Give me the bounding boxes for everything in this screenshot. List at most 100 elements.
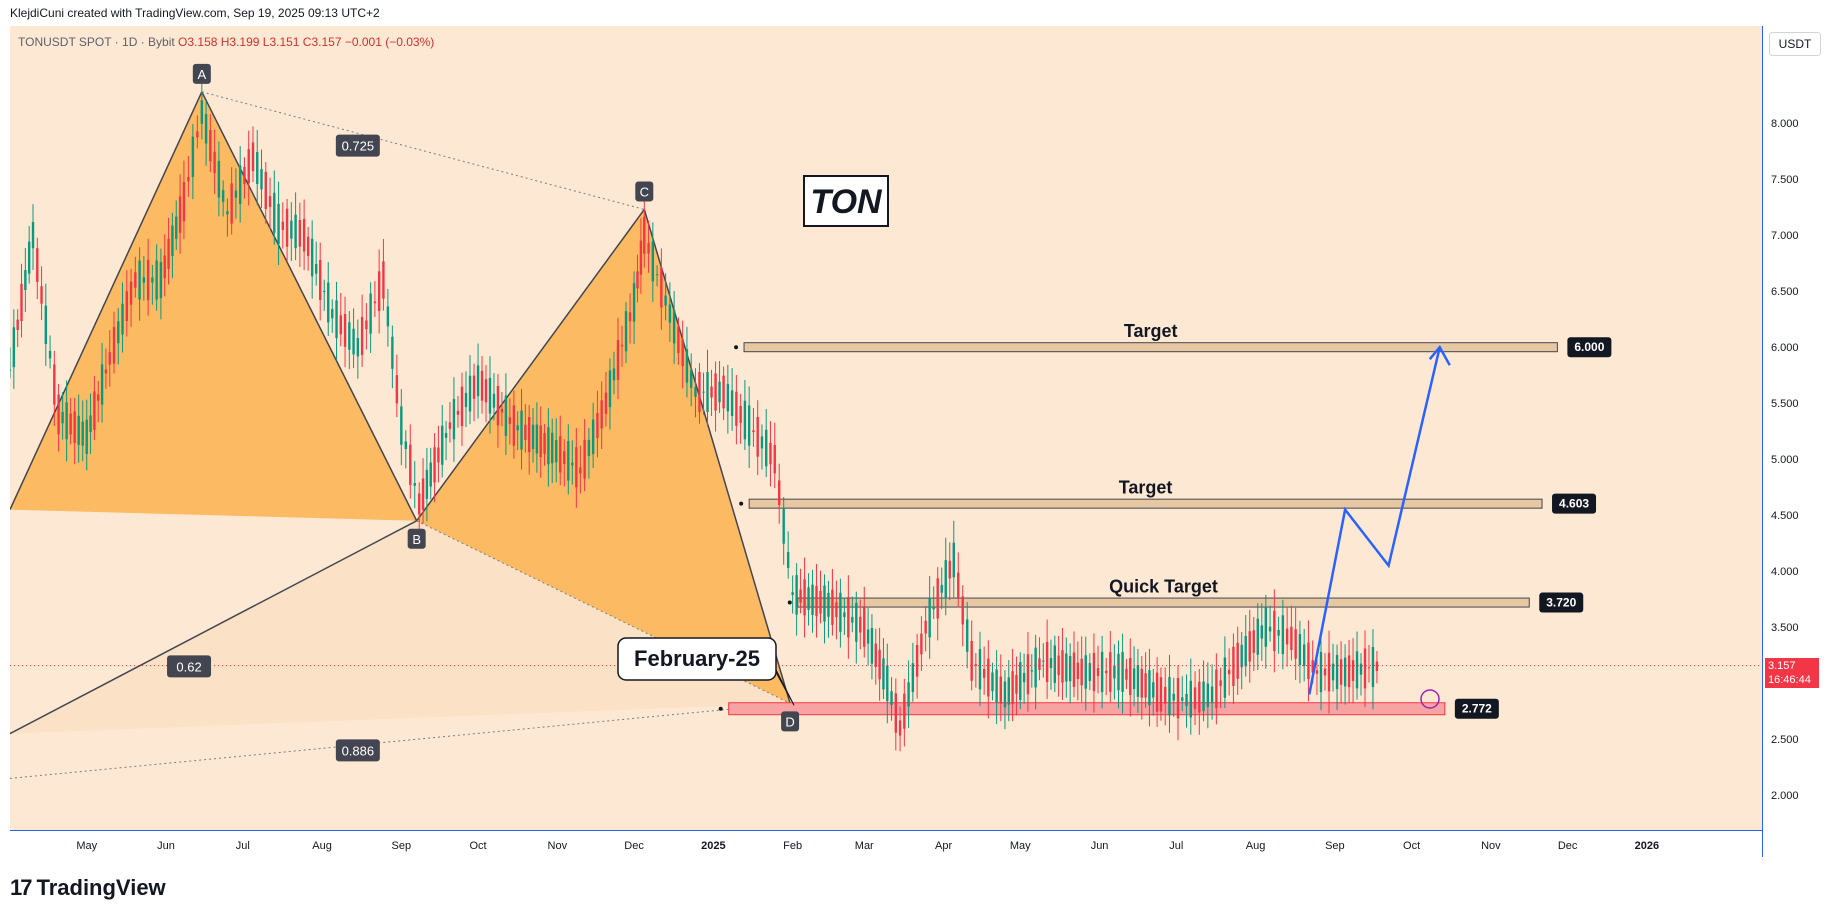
candle-body: [117, 321, 120, 344]
level-tag-1: 4.603: [1559, 497, 1589, 511]
point-label-A: A: [197, 67, 206, 82]
candle-body: [855, 602, 858, 642]
candle-body: [647, 242, 650, 254]
candle-body: [504, 395, 508, 436]
candle-body: [243, 166, 246, 184]
candle-body: [12, 327, 16, 368]
candle-body: [437, 447, 440, 463]
candle-body: [468, 375, 472, 412]
candle-body: [1007, 677, 1010, 705]
tradingview-footer[interactable]: 17 TradingView: [10, 870, 166, 906]
candle-body: [217, 160, 221, 198]
currency-button[interactable]: USDT: [1769, 32, 1821, 56]
price-tick-7: 5.500: [1771, 398, 1799, 410]
time-axis[interactable]: May Jun Jul Aug Sep Oct Nov Dec 2025 Feb Mar Apr May…: [10, 830, 1762, 858]
candle-body: [77, 415, 80, 445]
candle-body: [866, 629, 870, 644]
candle-body: [44, 305, 48, 344]
level-tag-bg-2: [1539, 592, 1584, 613]
candle-body: [760, 436, 764, 449]
candle-body: [331, 308, 334, 319]
candle-body: [360, 317, 364, 355]
candle-body: [752, 430, 755, 433]
price-axis[interactable]: 2.0002.5003.0003.5004.0004.5005.0005.500…: [1762, 26, 1835, 857]
price-tick-3: 3.500: [1771, 622, 1799, 634]
candle-body: [936, 578, 939, 619]
candle-body: [1172, 693, 1175, 701]
time-tick-2: Jul: [236, 840, 250, 852]
candle-body: [209, 129, 212, 162]
candle-body: [69, 413, 72, 435]
candle-body: [1152, 682, 1155, 698]
time-tick-9: Feb: [783, 840, 802, 852]
candle-body: [452, 399, 456, 440]
candle-body: [1327, 652, 1331, 692]
candle-body: [1290, 626, 1293, 651]
candle-body: [608, 370, 612, 408]
candle-body: [1298, 634, 1302, 666]
price-tick-6: 5.000: [1771, 454, 1799, 466]
candle-body: [1277, 629, 1280, 636]
level-tag-bg-3: [1454, 698, 1499, 719]
symbol-name[interactable]: TONUSDT SPOT · 1D · Bybit: [18, 35, 175, 49]
candle-body: [948, 560, 951, 579]
candle-body: [624, 311, 628, 352]
candle-body: [890, 691, 893, 706]
candle-body: [1113, 665, 1116, 679]
projection-path: [1308, 346, 1441, 695]
candle-body: [508, 417, 512, 424]
time-tick-7: Dec: [624, 840, 644, 852]
candle-body: [571, 462, 574, 466]
candle-body: [1038, 658, 1041, 670]
time-tick-11: Apr: [935, 840, 952, 852]
candle-body: [991, 672, 994, 692]
candle-body: [1136, 665, 1140, 697]
candle-body: [702, 391, 705, 393]
candle-body: [484, 379, 488, 403]
candle-body: [1117, 653, 1120, 691]
candle-body: [163, 255, 166, 279]
candle-body: [121, 303, 124, 335]
candle-body: [604, 392, 608, 414]
candle-body: [1367, 667, 1371, 669]
candle-body: [722, 375, 725, 409]
candle-body: [807, 587, 810, 610]
candle-body: [1185, 693, 1188, 707]
candle-body: [323, 290, 326, 292]
candle-body: [97, 394, 100, 401]
candle-body: [226, 211, 229, 215]
candle-body: [204, 114, 208, 144]
candle-body: [40, 286, 43, 304]
candle-body: [543, 433, 546, 454]
candle-body: [1193, 687, 1197, 709]
candle-body: [264, 171, 267, 209]
time-tick-10: Mar: [855, 840, 874, 852]
candle-body: [285, 208, 289, 247]
candle-body: [409, 444, 412, 485]
pattern-leg-3: [643, 209, 791, 704]
time-tick-17: Oct: [1403, 840, 1420, 852]
candle-body: [999, 676, 1002, 704]
candle-body: [57, 394, 60, 435]
candle-body: [196, 131, 199, 138]
candle-body: [1140, 668, 1143, 698]
time-tick-8: 2025: [701, 840, 725, 852]
candle-body: [928, 597, 931, 638]
candle-body: [512, 405, 516, 446]
candle-body: [391, 336, 394, 369]
candle-body: [1019, 662, 1022, 700]
candle-body: [260, 169, 263, 190]
candle-body: [823, 585, 826, 622]
chart-plot-area[interactable]: Target 6.000 Target 4.603 Quick Target 3.720 2…: [10, 26, 1762, 830]
candle-body: [559, 436, 562, 473]
candle-body: [365, 320, 368, 330]
candle-body: [1248, 631, 1251, 662]
time-tick-16: Sep: [1325, 840, 1345, 852]
candle-body: [811, 584, 814, 616]
candle-body: [1132, 668, 1136, 690]
time-tick-3: Aug: [312, 840, 332, 852]
candle-body: [859, 616, 862, 633]
candle-body: [1347, 655, 1351, 688]
candle-body: [369, 293, 372, 334]
candle-body: [1273, 610, 1276, 652]
